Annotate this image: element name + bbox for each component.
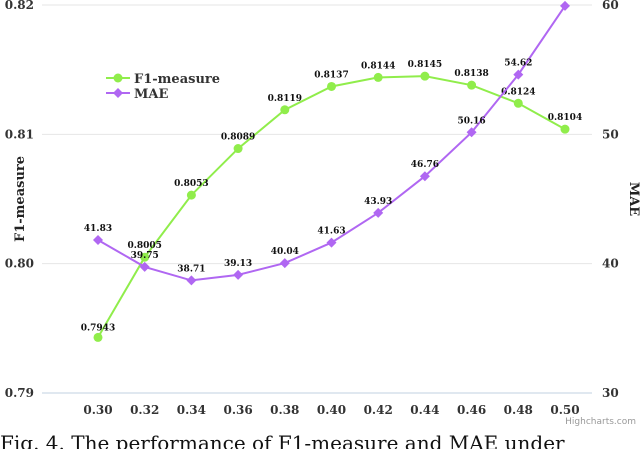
data-label: 40.04 [271, 247, 299, 257]
data-point [560, 124, 570, 134]
y-tick-label-left: 0.79 [5, 386, 34, 400]
data-point [93, 332, 103, 342]
data-point [139, 261, 150, 272]
x-tick-label: 0.42 [364, 403, 393, 417]
gridlines [42, 4, 592, 394]
data-point [467, 80, 477, 90]
series-mae: 41.83 39.75 38.71 39.13 40.04 41.63 43.93 46.76… [84, 0, 570, 286]
legend-item-mae[interactable]: MAE [106, 87, 168, 102]
data-label: 0.8005 [127, 241, 161, 251]
data-point [513, 98, 523, 108]
x-tick-label: 0.48 [504, 403, 533, 417]
series-line [97, 75, 566, 338]
data-label: 0.8104 [548, 113, 582, 123]
legend-label-mae: MAE [134, 87, 168, 102]
x-tick-label: 0.36 [223, 403, 252, 417]
data-point [373, 72, 383, 82]
series-f1: 0.7943 0.8005 0.8053 0.8089 0.8119 0.8137 0.81… [81, 60, 582, 342]
data-label: 41.63 [317, 227, 345, 237]
data-label: 0.8138 [454, 69, 488, 79]
left-axis-ticks: 0.79 0.80 0.81 0.82 [5, 0, 34, 400]
data-label: 38.71 [177, 264, 205, 274]
data-label: 54.62 [504, 59, 532, 69]
data-point [93, 234, 103, 245]
data-label: 0.8144 [361, 61, 395, 71]
y-axis-title-left: F1-measure [13, 156, 28, 242]
data-label: 0.8053 [174, 179, 208, 189]
x-tick-label: 0.46 [457, 403, 486, 417]
data-point [233, 144, 243, 154]
y-tick-label-left: 0.82 [5, 0, 34, 12]
x-tick-label: 0.38 [270, 403, 299, 417]
y-tick-label-right: 40 [602, 257, 619, 271]
x-tick-label: 0.40 [317, 403, 346, 417]
data-label: 43.93 [364, 197, 392, 207]
data-label: 0.8124 [501, 87, 535, 97]
legend-label-f1: F1-measure [134, 72, 220, 87]
data-point [560, 0, 570, 11]
legend-item-f1[interactable]: F1-measure [106, 72, 220, 87]
highcharts-credit[interactable]: Highcharts.com [565, 417, 636, 427]
y-tick-label-right: 60 [602, 0, 619, 12]
data-label: 39.75 [131, 251, 159, 261]
y-tick-label-left: 0.81 [5, 127, 34, 141]
data-label: 0.8137 [314, 70, 348, 80]
data-label: 50.16 [458, 116, 486, 126]
figure-caption: Fig. 4. The performance of F1-measure an… [0, 431, 565, 449]
y-tick-label-right: 50 [602, 127, 619, 141]
data-point [280, 105, 290, 115]
data-label: 39.13 [224, 259, 252, 269]
data-point [326, 237, 337, 248]
legend-marker-mae [113, 88, 123, 98]
data-point [327, 81, 336, 91]
y-tick-label-right: 30 [602, 386, 619, 400]
data-point [279, 258, 290, 269]
data-point [513, 69, 524, 80]
x-axis-ticks: 0.30 0.32 0.34 0.36 0.38 0.40 0.42 0.44 0.46 0.48… [83, 403, 579, 417]
x-tick-label: 0.34 [177, 403, 206, 417]
data-point [233, 269, 244, 280]
data-point [466, 127, 477, 138]
legend-marker-f1 [113, 73, 123, 83]
x-tick-label: 0.50 [550, 403, 579, 417]
legend[interactable]: F1-measure MAE [106, 72, 220, 102]
series-layer: 0.7943 0.8005 0.8053 0.8089 0.8119 0.8137 0.81… [81, 0, 582, 342]
x-tick-label: 0.44 [410, 403, 439, 417]
y-axis-title-right: MAE [626, 182, 640, 216]
data-label: 41.83 [84, 224, 112, 234]
data-point [419, 171, 430, 182]
data-point [186, 190, 196, 200]
data-label: 0.8145 [408, 60, 442, 70]
data-label: 0.8089 [221, 133, 255, 143]
data-point [186, 275, 197, 286]
data-label: 46.76 [411, 160, 439, 170]
data-label: 0.8119 [268, 94, 302, 104]
right-axis-ticks: 30 40 50 60 [602, 0, 619, 400]
x-tick-label: 0.32 [130, 403, 159, 417]
y-tick-label-left: 0.80 [5, 257, 34, 271]
data-point [140, 252, 150, 262]
data-point [373, 207, 384, 218]
x-tick-label: 0.30 [83, 403, 112, 417]
data-label: 0.7943 [81, 323, 115, 333]
data-point [420, 71, 430, 81]
